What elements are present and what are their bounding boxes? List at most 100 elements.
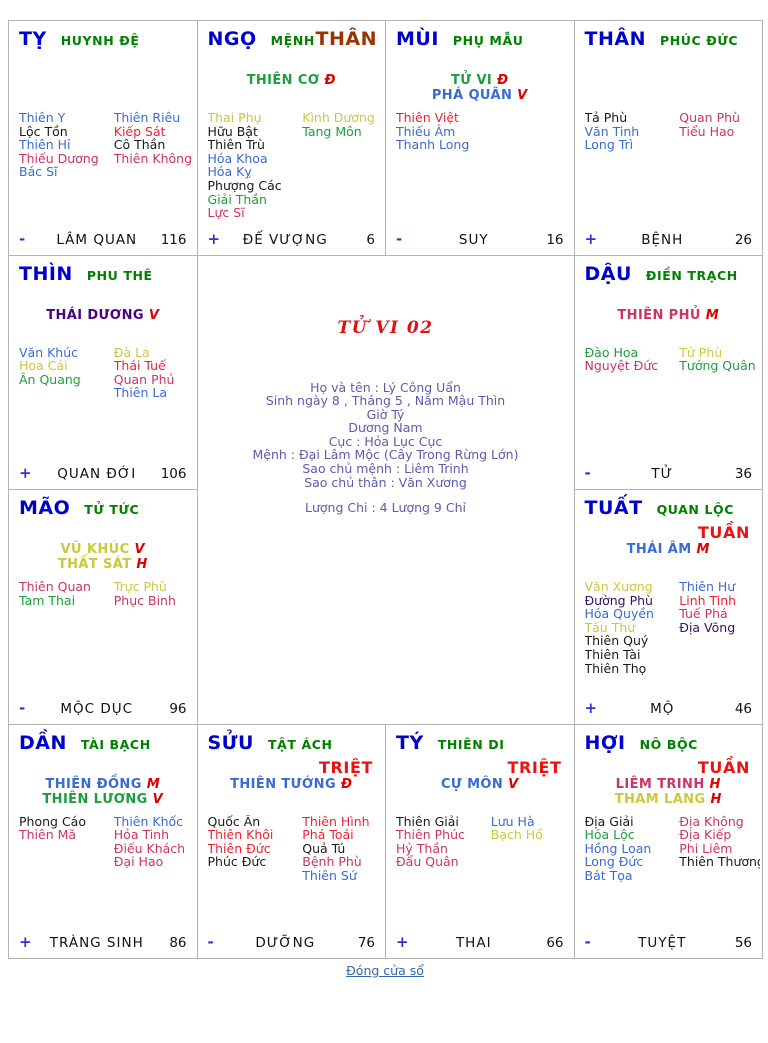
minor-star: Thiên Quan — [19, 580, 91, 594]
age-number: 96 — [169, 700, 187, 717]
minor-star: Tang Môn — [302, 123, 362, 139]
minor-star: Thiên La — [113, 385, 168, 400]
tu-vi-chart-board: TỬ VI 02 Họ và tên : Lý Công Uẩn Sinh ng… — [8, 20, 763, 959]
birth-info-block: Họ và tên : Lý Công Uẩn Sinh ngày 8 , Th… — [198, 380, 574, 516]
minor-star: Hóa Quyền — [584, 606, 654, 622]
info-line-hour: Giờ Tý — [366, 406, 405, 422]
minor-stars-left-column: Phong Cáo Thiên Mã — [19, 815, 114, 869]
minor-stars-left-column: Thiên Y Lộc Tồn Thiên Hỉ Thiếu Dương Bác Sĩ — [19, 111, 114, 179]
major-stars: THIÊN CƠ Đ — [198, 73, 386, 88]
major-star: THÁI DƯƠNG V — [46, 307, 160, 323]
star-grade: Đ — [319, 73, 336, 88]
minor-star: Thiên Y — [19, 111, 66, 125]
minor-star: Long Đức — [584, 854, 644, 870]
minor-star: Thiên Trù — [207, 137, 265, 153]
minor-stars-left-column: Văn Khúc Hoa Cái Ân Quang — [19, 346, 114, 400]
minor-stars-left-column: Thiên Quan Tam Thai — [19, 580, 114, 607]
palace-cell-ngo: NGỌ MỆNH THÂN THIÊN CƠ Đ Thai Phụ Hữu Bật… — [197, 21, 386, 256]
polarity-sign: - — [396, 229, 403, 248]
palace-name: NÔ BỘC — [639, 736, 698, 752]
age-number: 66 — [546, 935, 564, 951]
close-window-link[interactable]: Đóng cửa sổ — [346, 963, 424, 978]
minor-star: Thiên Mã — [19, 827, 77, 843]
palace-name: PHỤ MẪU — [452, 33, 524, 48]
minor-star: Kình Dương — [302, 111, 375, 125]
age-number: 116 — [160, 231, 187, 248]
palace-cell-than: THÂN PHÚC ĐỨC Tả Phù Văn Tinh Long Trì Qua… — [574, 21, 763, 256]
cell-footer: - LÂM QUAN 116 — [19, 230, 187, 248]
life-stage-label: MỘC DỤC — [60, 700, 134, 717]
major-stars: LIÊM TRINH H THAM LANG H — [575, 777, 763, 807]
minor-star: Hỷ Thần — [396, 840, 448, 856]
minor-stars-right-column: Thiên Riêu Kiếp Sát Cô Thần Thiên Không — [114, 111, 195, 179]
palace-cell-dau: DẬU ĐIỀN TRẠCH THIÊN PHỦ M Đào Hoa Nguyệt… — [574, 255, 763, 490]
cell-footer: - TỬ 36 — [585, 464, 753, 482]
minor-stars-right-column: Lưu Hà Bạch Hổ — [491, 815, 572, 869]
info-line-menh: Mệnh : Đại Lâm Mộc (Cây Trong Rừng Lớn) — [252, 447, 519, 463]
cell-header: TỴ HUYNH ĐỆ — [9, 21, 197, 50]
life-stage-label: QUAN ĐỚI — [57, 466, 137, 482]
minor-star: Địa Giải — [584, 814, 634, 829]
minor-star: Thiên Quý — [584, 633, 649, 649]
minor-star: Thiên Thương — [679, 854, 760, 870]
cell-footer: - TUYỆT 56 — [585, 933, 753, 951]
palace-cell-tuat: TUẤT QUAN LỘC TUẦN THÁI ÂM M Văn Xương Đư… — [574, 490, 763, 725]
tuan-triet-marker: TUẦN — [697, 757, 750, 777]
palace-name: HUYNH ĐỆ — [60, 33, 140, 48]
cell-footer: - SUY 16 — [396, 230, 564, 248]
cell-header: DẬU ĐIỀN TRẠCH — [575, 256, 763, 285]
polarity-sign: - — [19, 698, 26, 717]
minor-star: Địa Võng — [679, 619, 736, 635]
polarity-sign: - — [207, 933, 214, 951]
minor-star: Phục Binh — [113, 592, 176, 608]
cell-header: SỬU TẬT ÁCH — [198, 725, 386, 754]
star-grade: V — [143, 307, 160, 323]
major-stars: THÁI ÂM M — [575, 542, 763, 557]
age-number: 56 — [734, 935, 752, 951]
age-number: 76 — [357, 935, 375, 951]
palace-name: TẬT ÁCH — [268, 736, 333, 752]
minor-star: Tam Thai — [19, 592, 76, 608]
polarity-sign: + — [207, 229, 221, 248]
branch-name: TUẤT — [584, 497, 643, 519]
tuan-triet-marker: TRIỆT — [507, 757, 562, 777]
cell-header: TUẤT QUAN LỘC — [575, 490, 763, 519]
minor-star: Hóa Lộc — [584, 827, 635, 843]
minor-stars-right-column: Thiên Khốc Hỏa Tinh Điếu Khách Đại Hao — [114, 815, 195, 869]
minor-star: Linh Tinh — [679, 592, 737, 608]
minor-star: Quốc Ấn — [207, 814, 261, 829]
minor-star: Thiên Thọ — [584, 660, 647, 676]
palace-cell-mui: MÙI PHỤ MẪU TỬ VI Đ PHÁ QUÂN V Thiên Việt… — [386, 21, 575, 256]
cell-header: DẦN TÀI BẠCH — [9, 725, 197, 754]
life-stage-label: ĐẾ VƯỢNG — [242, 231, 328, 248]
minor-stars-left-column: Đào Hoa Nguyệt Đức — [585, 346, 680, 373]
major-star: TỬ VI Đ — [451, 73, 509, 88]
minor-star: Thiên Hình — [302, 814, 370, 829]
minor-star: Thiếu Dương — [19, 150, 99, 166]
minor-star: Thai Phụ — [207, 111, 262, 125]
star-grade: V — [512, 88, 528, 103]
minor-star: Quan Phủ — [113, 371, 175, 387]
major-star: THIÊN LƯƠNG V — [42, 791, 164, 807]
branch-name: TÝ — [396, 731, 424, 754]
palace-name: PHU THÊ — [86, 267, 153, 283]
minor-stars-right-column: Tử Phù Tướng Quân — [679, 346, 760, 373]
minor-stars-right-column: Thiên Hư Linh Tinh Tuế Phá Địa Võng — [679, 580, 760, 675]
minor-star: Phi Liêm — [679, 840, 733, 856]
minor-star: Hoa Cái — [19, 358, 68, 374]
major-star: PHÁ QUÂN V — [431, 88, 528, 103]
polarity-sign: + — [19, 464, 32, 482]
minor-star: Hỏa Tinh — [113, 827, 170, 843]
major-star: VŨ KHÚC V — [60, 542, 145, 557]
star-grade: H — [705, 791, 722, 807]
minor-stars: Văn Xương Đường Phù Hóa Quyền Tấu Thư Thiên … — [585, 580, 761, 675]
star-grade: V — [503, 776, 519, 792]
palace-cell-hoi: HỢI NÔ BỘC TUẦN LIÊM TRINH H THAM LANG H … — [574, 724, 763, 959]
info-line-weight: Lượng Chi : 4 Lượng 9 Chỉ — [305, 500, 466, 516]
cell-footer: + BỆNH 26 — [585, 230, 753, 248]
cell-footer: + TRÀNG SINH 86 — [19, 933, 187, 951]
minor-stars-left-column: Địa Giải Hóa Lộc Hồng Loan Long Đức Bát Tọa — [585, 815, 680, 883]
life-stage-label: THAI — [455, 935, 492, 951]
minor-star: Văn Khúc — [19, 345, 79, 360]
star-grade: Đ — [336, 776, 353, 792]
